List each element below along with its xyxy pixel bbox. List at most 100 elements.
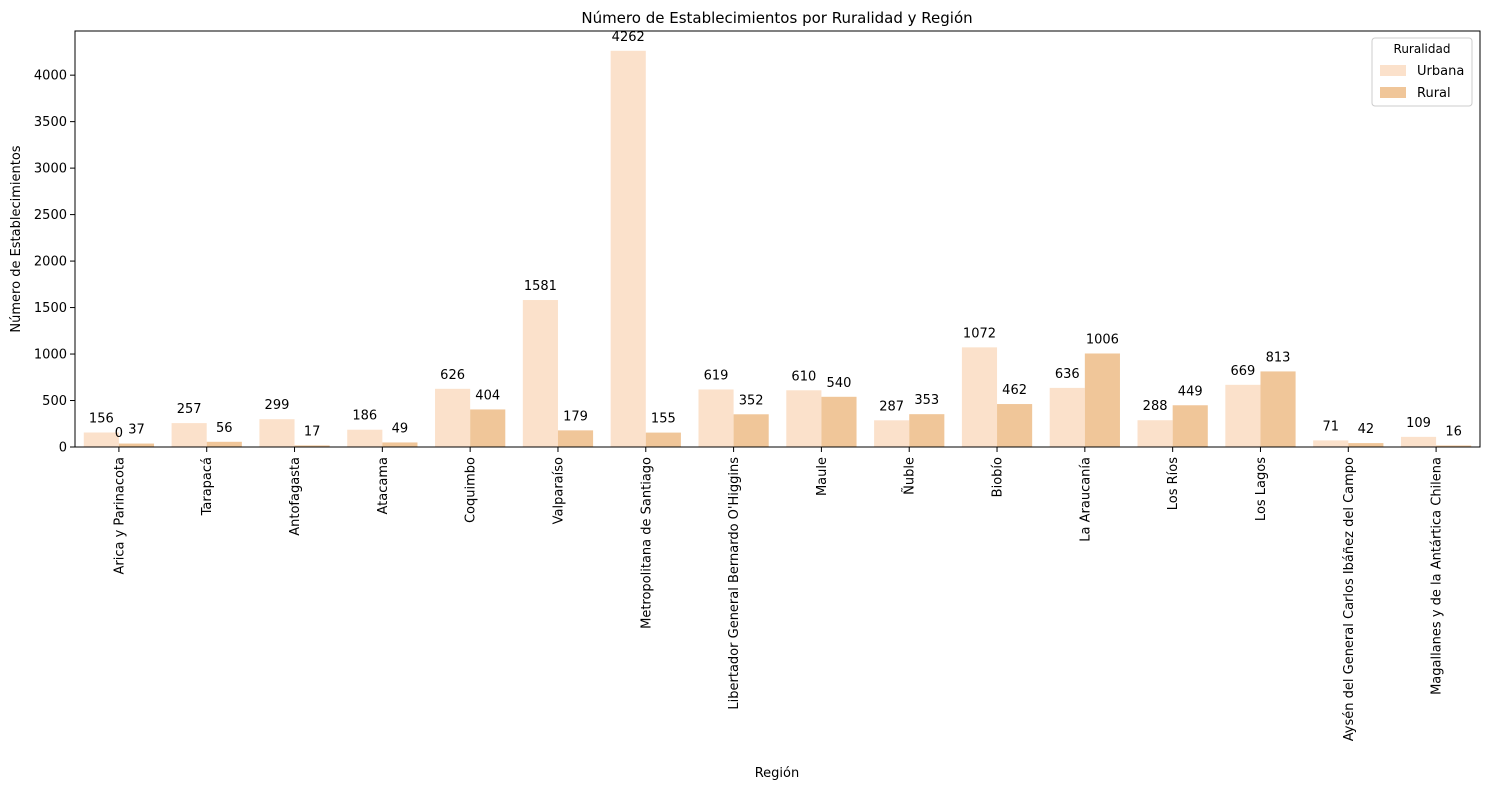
bar-value-label: 257: [177, 402, 202, 417]
x-tick-label: La Araucanía: [1078, 457, 1093, 542]
bar-value-label: 42: [1358, 422, 1375, 437]
bar-value-label: 109: [1406, 416, 1431, 431]
bar-value-label: 49: [392, 421, 409, 436]
bar-rural-10: [997, 404, 1033, 447]
legend-label: Rural: [1417, 86, 1451, 101]
x-tick-label: Atacama: [376, 457, 391, 514]
y-tick-label: 4000: [34, 69, 67, 84]
bar-rural-4: [470, 409, 506, 447]
plot-frame: [74, 30, 1481, 448]
y-tick-label: 1500: [34, 301, 67, 316]
bar-rural-1: [206, 441, 242, 447]
x-tick-label: Los Lagos: [1254, 457, 1269, 521]
bar-value-label: 4262: [612, 30, 645, 45]
x-tick-label: Metropolitana de Santiago: [639, 457, 654, 629]
x-tick-label: Tarapacá: [200, 457, 215, 516]
bar-value-label: 299: [265, 398, 290, 413]
bar-urbana-5: [522, 300, 558, 447]
bar-value-label: 1581: [524, 279, 557, 294]
bar-value-label: 37: [128, 423, 145, 438]
legend-label: Urbana: [1417, 64, 1464, 79]
bar-rural-13: [1260, 371, 1296, 447]
bar-rural-14: [1348, 443, 1384, 447]
bar-rural-9: [909, 414, 945, 447]
bar-rural-0: [118, 443, 155, 447]
bar-value-label: 288: [1143, 399, 1168, 414]
y-tick-label: 3000: [34, 162, 67, 177]
bar-rural-2: [294, 445, 330, 447]
bar-value-label: 636: [1055, 367, 1080, 382]
bar-value-label: 353: [914, 393, 939, 408]
bar-value-label: 352: [739, 393, 764, 408]
y-tick-label: 2000: [34, 255, 67, 270]
bar-urbana-12: [1137, 420, 1173, 447]
legend-swatch-rural: [1380, 87, 1406, 98]
annotation-label: 0: [115, 426, 123, 441]
x-tick-label: Ñuble: [902, 457, 918, 495]
bar-urbana-4: [435, 388, 471, 447]
bar-value-label: 16: [1445, 425, 1462, 440]
x-tick-label: Magallanes y de la Antártica Chilena: [1430, 457, 1445, 695]
x-tick-label: Valparaíso: [551, 457, 566, 524]
y-tick-label: 1000: [34, 348, 67, 363]
bars-layer: [83, 50, 1472, 448]
x-tick-label: Maule: [815, 457, 830, 496]
bar-value-label: 179: [563, 409, 588, 424]
bar-urbana-10: [961, 347, 998, 447]
bar-rural-6: [645, 432, 681, 447]
bar-value-label: 156: [89, 412, 114, 427]
x-axis: Arica y Parinacota Tarapacá Antofagasta Ata…: [112, 447, 1445, 741]
bar-labels-layer: 156 257 299 186 626 1581 4262 619 610 287 1072 636 2…: [89, 30, 1462, 441]
bar-urbana-7: [698, 389, 734, 447]
y-axis: 0 500 1000 1500 2000 2500 3000 3500 4000: [34, 69, 75, 456]
bar-urbana-1: [171, 423, 207, 447]
x-tick-label: Los Ríos: [1166, 457, 1181, 510]
bar-value-label: 462: [1002, 383, 1027, 398]
bar-urbana-11: [1049, 387, 1085, 447]
legend-title: Ruralidad: [1394, 42, 1451, 56]
bar-rural-7: [733, 414, 769, 447]
bar-value-label: 540: [827, 376, 852, 391]
bar-value-label: 669: [1230, 364, 1255, 379]
bar-value-label: 287: [879, 399, 904, 414]
bar-rural-11: [1084, 353, 1120, 447]
bar-rural-15: [1436, 445, 1472, 447]
bar-urbana-13: [1225, 384, 1261, 447]
bar-urbana-8: [786, 390, 822, 447]
bar-urbana-3: [347, 429, 383, 447]
bar-value-label: 404: [475, 388, 500, 403]
bar-value-label: 619: [704, 368, 729, 383]
bar-rural-5: [557, 430, 594, 447]
x-tick-label: Coquimbo: [464, 457, 479, 523]
chart-title: Número de Establecimientos por Ruralidad…: [581, 9, 972, 27]
y-axis-label: Número de Establecimientos: [9, 145, 24, 332]
bar-value-label: 1072: [963, 326, 996, 341]
bar-rural-8: [821, 396, 857, 447]
bar-value-label: 186: [352, 409, 377, 424]
bar-rural-3: [382, 442, 418, 447]
bar-urbana-2: [259, 419, 295, 447]
x-tick-label: Aysén del General Carlos Ibáñez del Camp…: [1342, 457, 1357, 741]
bar-value-label: 71: [1322, 419, 1339, 434]
legend: Ruralidad Urbana Rural: [1371, 37, 1473, 107]
bar-value-label: 449: [1178, 384, 1203, 399]
x-tick-label: Libertador General Bernardo O'Higgins: [727, 457, 742, 710]
bar-urbana-6: [610, 50, 646, 448]
y-tick-label: 3500: [34, 115, 67, 130]
y-tick-label: 2500: [34, 208, 67, 223]
bar-value-label: 813: [1266, 350, 1291, 365]
bar-urbana-14: [1313, 440, 1349, 447]
bar-value-label: 610: [791, 369, 816, 384]
bar-rural-12: [1172, 405, 1208, 447]
bar-value-label: 155: [651, 412, 676, 427]
bar-value-label: 626: [440, 368, 465, 383]
x-tick-label: Antofagasta: [288, 457, 303, 536]
x-tick-label: Biobío: [991, 457, 1006, 497]
x-tick-label: Arica y Parinacota: [112, 457, 127, 574]
bar-urbana-15: [1400, 436, 1437, 447]
bar-urbana-9: [874, 420, 910, 447]
bar-value-label: 56: [216, 421, 233, 436]
bar-value-label: 1006: [1086, 332, 1119, 347]
